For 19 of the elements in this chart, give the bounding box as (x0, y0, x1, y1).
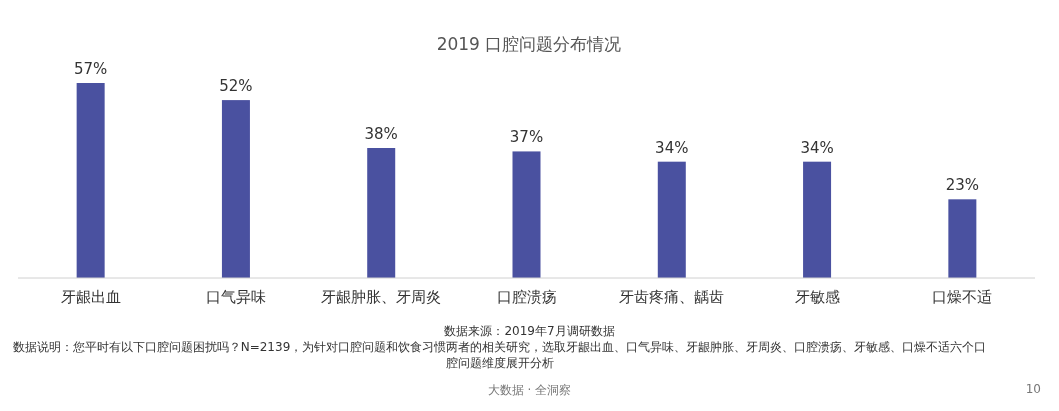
x-tick-label: 牙龈肿胀、牙周炎 (321, 288, 442, 306)
data-label: 38% (364, 125, 398, 143)
text: 数据说明：您平时有以下口腔问题困扰吗？N=2139，为针对口腔问题和饮食习惯两者的相关研究，选取牙龈出血、口气异味、牙龈肿胀、牙周炎、口腔溃疡、牙敏感、口燥不适六个口腔问题维度展开分析 (11, 339, 988, 371)
x-tick-label: 牙敏感 (794, 288, 840, 306)
text: 大数据 · 全洞察 (487, 383, 572, 397)
data-label: 52% (219, 77, 253, 96)
x-tick-label: 牙龈出血 (60, 288, 121, 306)
data-label: 23% (945, 176, 980, 195)
x-tick-label: 口气异味 (205, 288, 266, 306)
x-tick-label: 牙齿疼痛、龋齿 (619, 288, 725, 306)
x-tick-label: 口腔溃疡 (496, 288, 557, 306)
data-label: 34% (655, 138, 689, 157)
data-label: 57% (73, 60, 108, 78)
data-label: 34% (800, 138, 834, 157)
x-tick-label: 口燥不适 (932, 288, 993, 306)
source-note: 数据来源：2019年7月调研数据 (443, 323, 616, 339)
text: 10 (1025, 382, 1041, 396)
title: 2019 口腔问题分布情况 (436, 34, 622, 54)
data-label: 37% (509, 128, 544, 147)
